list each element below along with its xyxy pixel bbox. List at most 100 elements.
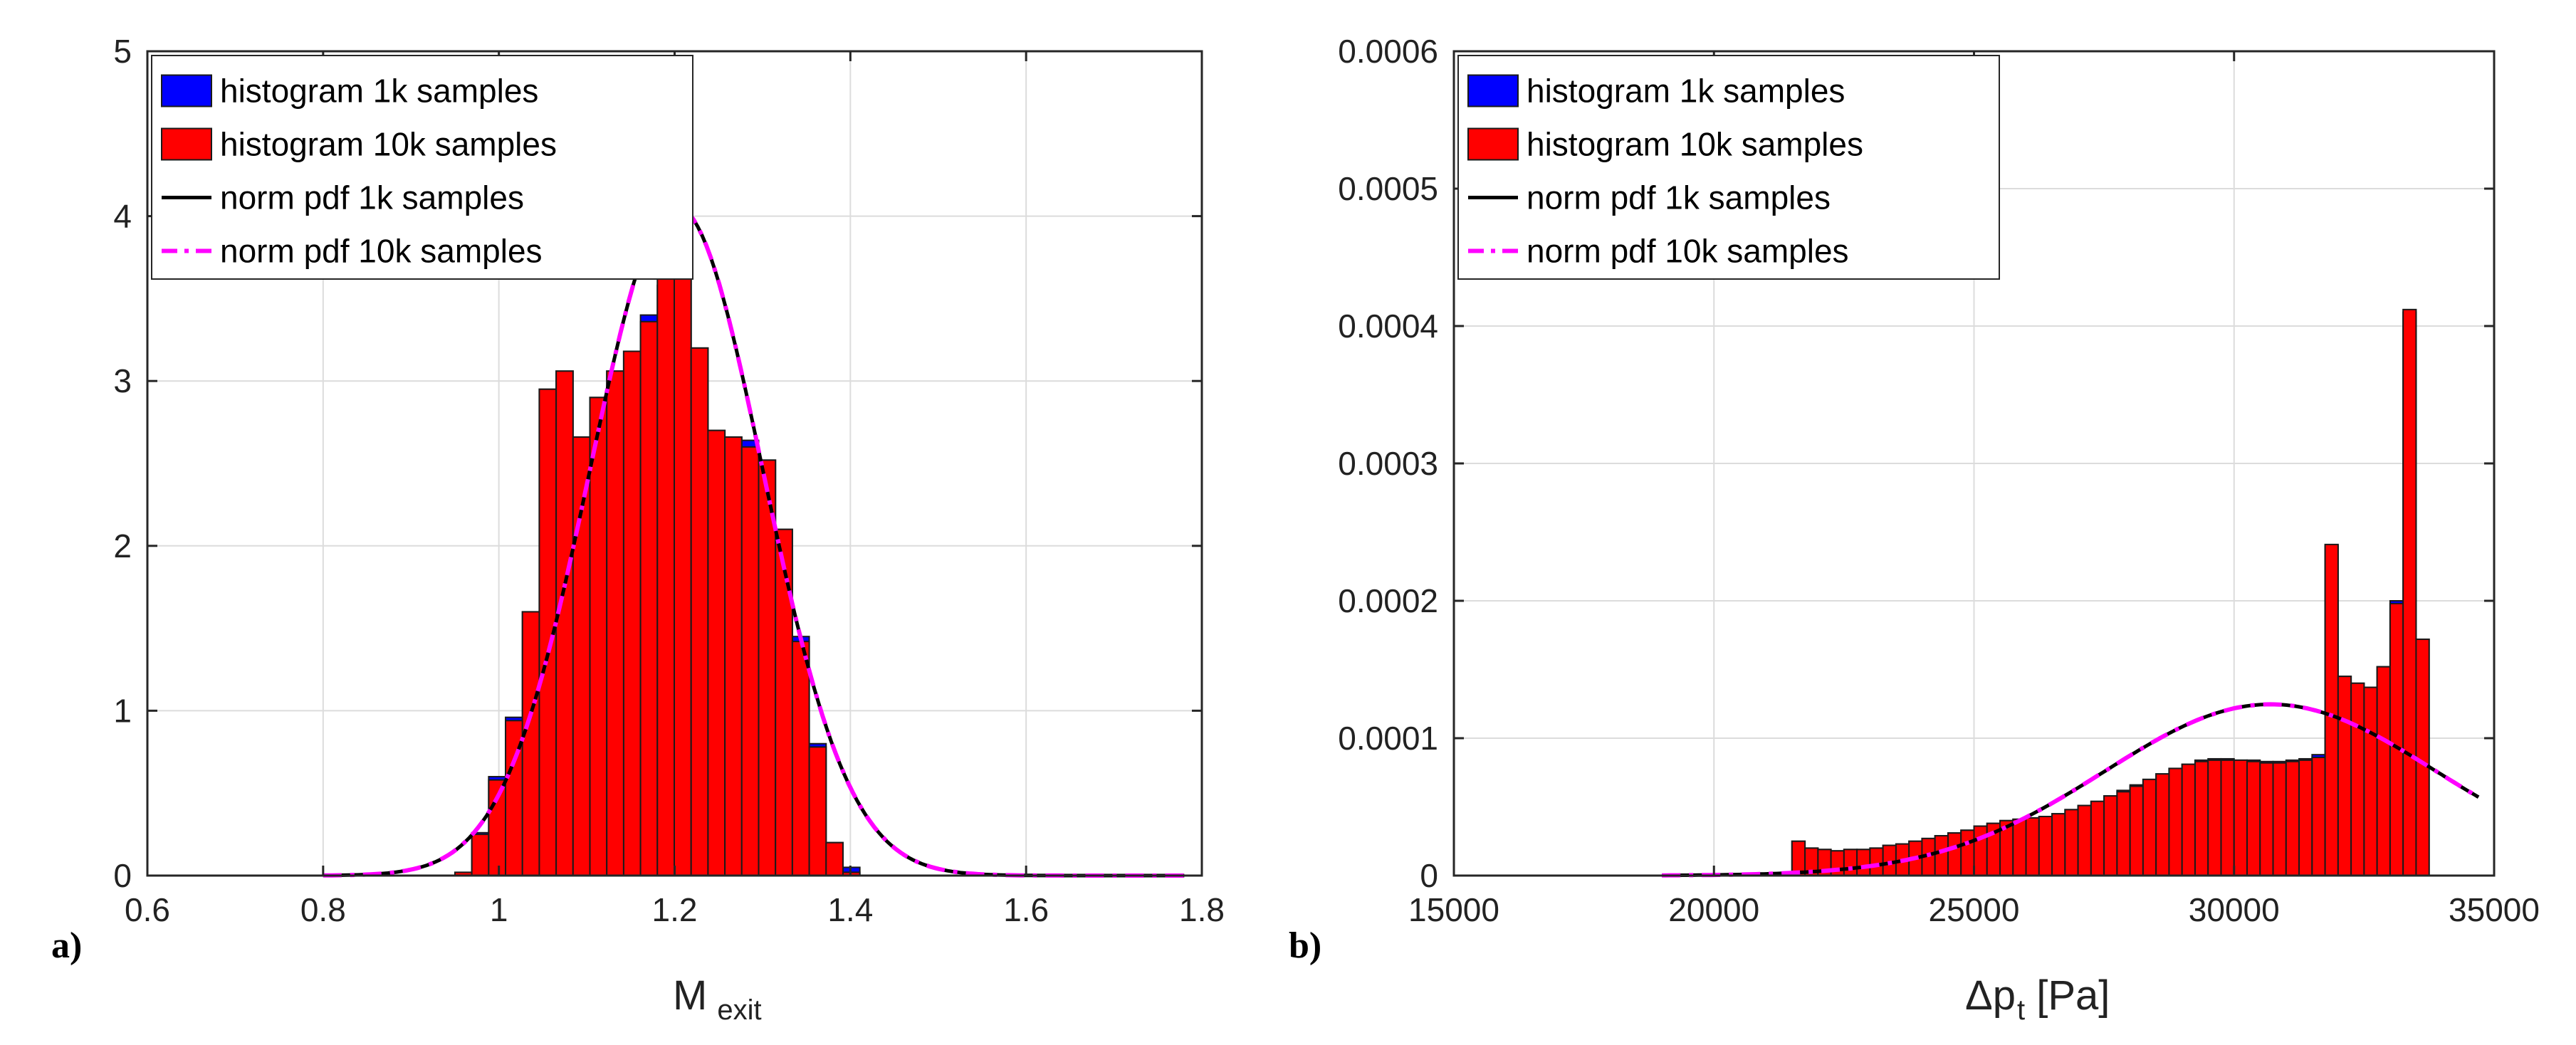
histogram-10k-bar (707, 429, 726, 876)
legend-box (1457, 55, 2000, 280)
legend-label: histogram 1k samples (1527, 73, 1845, 110)
histogram-10k-bar (2233, 759, 2248, 876)
y-tick-label: 3 (113, 362, 132, 399)
histogram-10k-bar (1934, 835, 1949, 877)
x-tick-label: 1.8 (1179, 891, 1225, 928)
histogram-10k-bar (2168, 767, 2183, 876)
legend-label: norm pdf 1k samples (1527, 179, 1831, 216)
histogram-10k-bar (2155, 773, 2170, 877)
histogram-10k-bar (2298, 759, 2313, 876)
y-tick-label: 0.0003 (1338, 445, 1438, 482)
histogram-10k-bar (639, 320, 659, 877)
histogram-10k-bar (2116, 791, 2131, 877)
histogram-10k-bar (690, 347, 709, 876)
histogram-10k-bar (1843, 849, 1858, 876)
legend-label: histogram 10k samples (1527, 126, 1863, 163)
y-tick-label: 2 (113, 527, 132, 564)
legend-swatch (1467, 127, 1519, 161)
x-tick-label: 1 (490, 891, 508, 928)
x-axis-label: Δpt [Pa] (1965, 972, 2110, 1026)
x-axis-label-main: M (673, 972, 707, 1019)
x-tick-label: 1.2 (652, 891, 698, 928)
y-tick-label: 0.0004 (1338, 308, 1438, 345)
histogram-10k-bar (2038, 816, 2053, 877)
y-tick-label: 1 (113, 692, 132, 729)
histogram-10k-bar (2376, 666, 2391, 876)
norm-pdf-10k-line (1662, 702, 2480, 878)
y-tick-label: 0.0002 (1338, 582, 1438, 619)
histogram-10k-bar (471, 834, 490, 876)
histogram-10k-bar (1856, 849, 1871, 876)
histogram-10k-bar (2103, 795, 2118, 877)
x-tick-label: 1.4 (827, 891, 873, 928)
histogram-10k-bar (2142, 778, 2157, 877)
y-tick-label: 4 (113, 198, 132, 235)
histogram-10k-bar (2311, 757, 2326, 877)
histogram-10k-bar (2129, 785, 2144, 877)
legend-swatch (1467, 74, 1519, 107)
histogram-10k-bar (2350, 682, 2365, 876)
histogram-10k-bar (2077, 804, 2092, 876)
y-tick-label: 0.0005 (1338, 170, 1438, 207)
x-tick-label: 35000 (2449, 891, 2540, 928)
histogram-10k-bar (2324, 543, 2339, 876)
legend-box (151, 55, 693, 280)
histogram-10k-bar (1960, 829, 1975, 877)
histogram-10k-bar (808, 746, 827, 877)
histogram-10k-bar (2064, 809, 2079, 876)
histogram-10k-bar (2259, 762, 2274, 876)
histogram-10k-bar (2051, 813, 2066, 877)
histogram-10k-bar (622, 350, 642, 876)
histogram-10k-bar (2194, 760, 2209, 877)
histogram-10k-bar (2090, 800, 2105, 877)
histogram-10k-bar (2402, 308, 2417, 876)
panel-a: 0.6 0.8 1 1.2 1.4 1.6 1.8 0 1 2 3 4 5 histogram 1k sa… (51, 33, 1225, 1026)
x-axis-label-subscript: t (2017, 994, 2025, 1026)
legend-label: histogram 10k samples (220, 126, 557, 163)
panel-label: a) (51, 925, 82, 966)
y-tick-label: 0.0006 (1338, 33, 1438, 70)
histogram-10k-bar (825, 841, 844, 877)
histogram-10k-bar (2207, 759, 2222, 876)
histogram-10k-bar (775, 528, 793, 876)
histogram-10k-bar (2272, 762, 2287, 876)
histogram-10k-bar (1973, 825, 1988, 877)
histogram-10k-bar (2246, 760, 2261, 877)
legend-label: norm pdf 10k samples (220, 233, 543, 270)
histogram-10k-bar (1882, 844, 1897, 877)
histogram-10k-bar (2025, 816, 2040, 876)
legend-swatch (161, 74, 212, 107)
y-tick-label: 0.0001 (1338, 720, 1438, 757)
x-axis-label-unit: [Pa] (2025, 972, 2110, 1019)
legend-label: norm pdf 1k samples (220, 179, 524, 216)
legend-label: histogram 1k samples (220, 73, 538, 110)
panel-label: b) (1289, 925, 1321, 966)
histogram-10k-bar (2012, 818, 2027, 876)
histogram-10k-bar (1869, 847, 1884, 877)
histogram-10k-bar (2181, 763, 2196, 877)
x-tick-label: 15000 (1408, 891, 1499, 928)
histogram-10k-bar (2285, 760, 2300, 877)
histogram-10k-bar (521, 611, 540, 876)
panel-b: 15000 20000 25000 30000 35000 0 0.0001 0.0002 0.… (1289, 33, 2540, 1026)
histogram-10k-bar (606, 370, 624, 876)
x-tick-label: 25000 (1929, 891, 2020, 928)
histogram-10k-bar (791, 641, 810, 876)
histogram-10k-bar (2363, 686, 2378, 877)
histogram-10k-bar (589, 397, 608, 876)
histogram-10k-bar (555, 370, 574, 876)
y-tick-label: 0 (113, 857, 132, 894)
x-tick-label: 1.6 (1003, 891, 1049, 928)
histogram-10k-bar (740, 446, 760, 876)
x-tick-label: 0.6 (125, 891, 170, 928)
histogram-10k-bar (656, 271, 676, 876)
x-tick-label: 0.8 (300, 891, 346, 928)
histogram-10k-bar (2220, 759, 2235, 876)
legend-label: norm pdf 10k samples (1527, 233, 1849, 270)
x-tick-label: 20000 (1668, 891, 1759, 928)
histogram-10k-bar (2337, 676, 2352, 877)
histogram-10k-bar (2389, 602, 2404, 876)
legend-swatch (161, 127, 212, 161)
